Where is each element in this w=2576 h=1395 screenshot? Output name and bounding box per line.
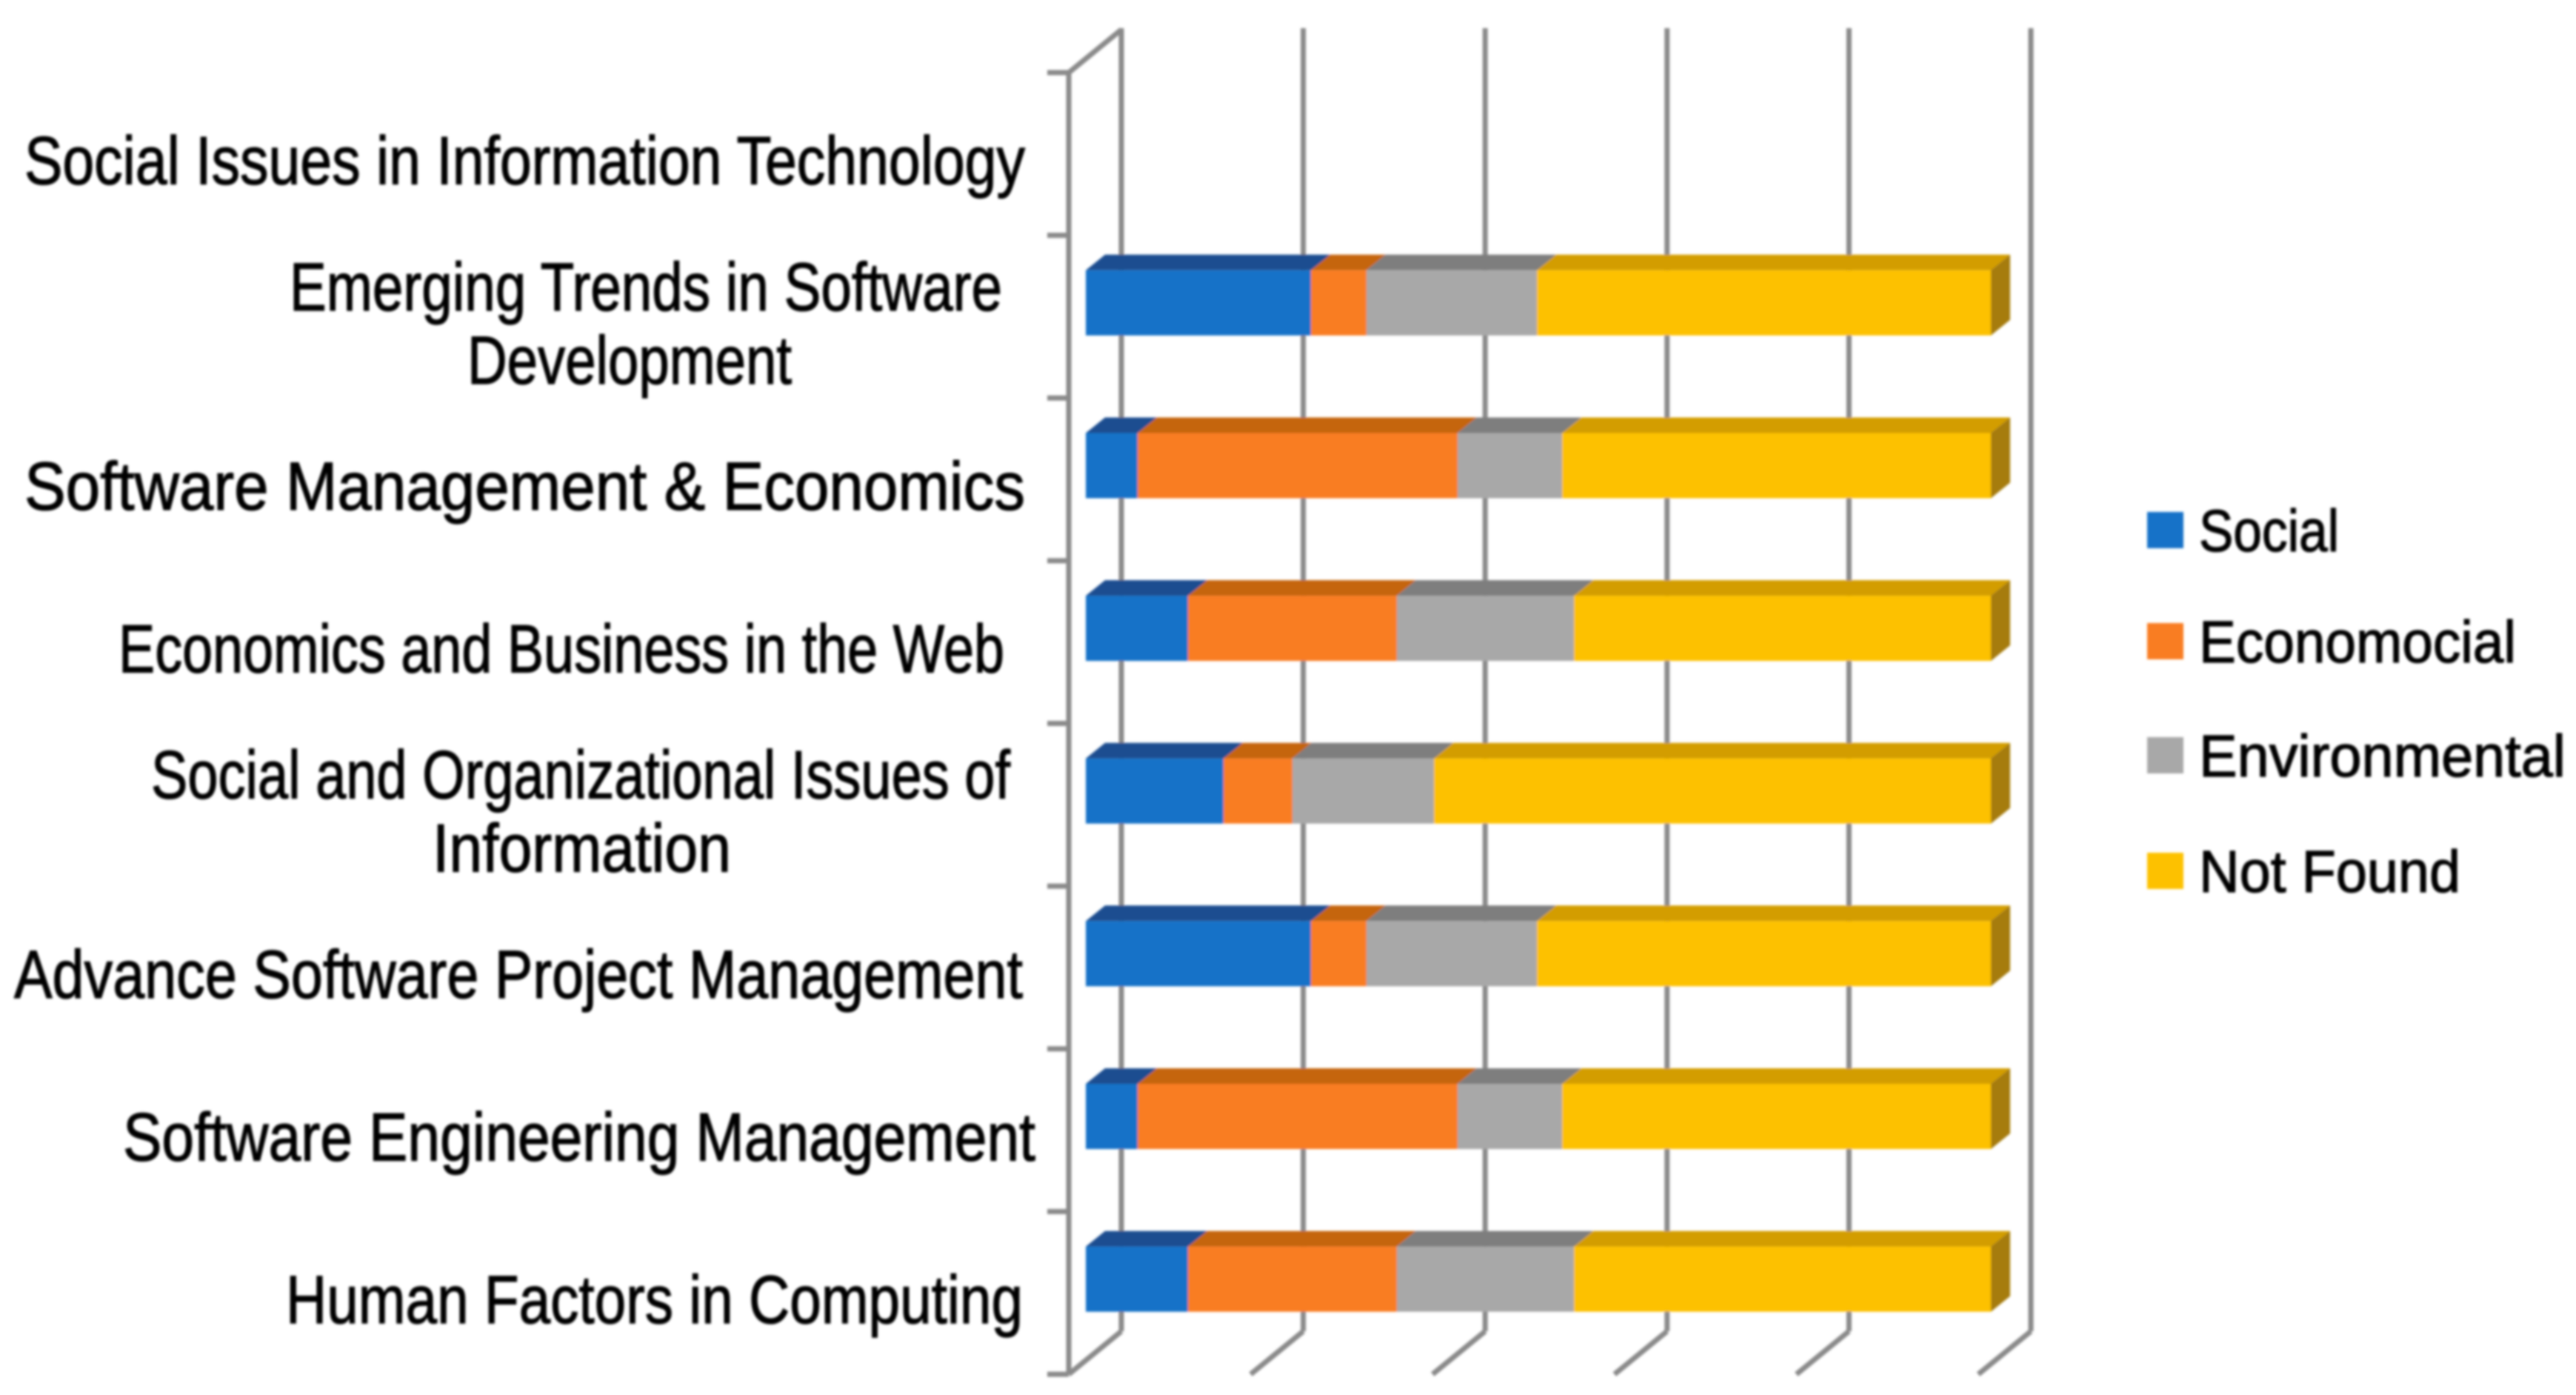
svg-text:Economics and Business in the: Economics and Business in the Web <box>119 612 1004 687</box>
svg-text:Advance Software Project Manag: Advance Software Project Management <box>14 937 1023 1013</box>
svg-text:Social Issues in Information T: Social Issues in Information Technology <box>24 124 1025 199</box>
svg-text:Social and Organizational Issu: Social and Organizational Issues of <box>151 738 1010 813</box>
svg-text:Social: Social <box>2199 498 2339 564</box>
svg-text:Economocial: Economocial <box>2199 609 2516 675</box>
svg-text:Human Factors in Computing: Human Factors in Computing <box>286 1262 1023 1338</box>
svg-text:Information: Information <box>433 811 731 887</box>
svg-text:Development: Development <box>467 323 792 399</box>
svg-text:Not Found: Not Found <box>2199 839 2460 905</box>
svg-text:Software Management & Economic: Software Management & Economics <box>24 449 1025 525</box>
svg-text:Environmental: Environmental <box>2199 723 2566 789</box>
svg-text:Emerging Trends in Software: Emerging Trends in Software <box>290 250 1002 325</box>
svg-text:Software Engineering Managemen: Software Engineering Management <box>123 1100 1035 1176</box>
